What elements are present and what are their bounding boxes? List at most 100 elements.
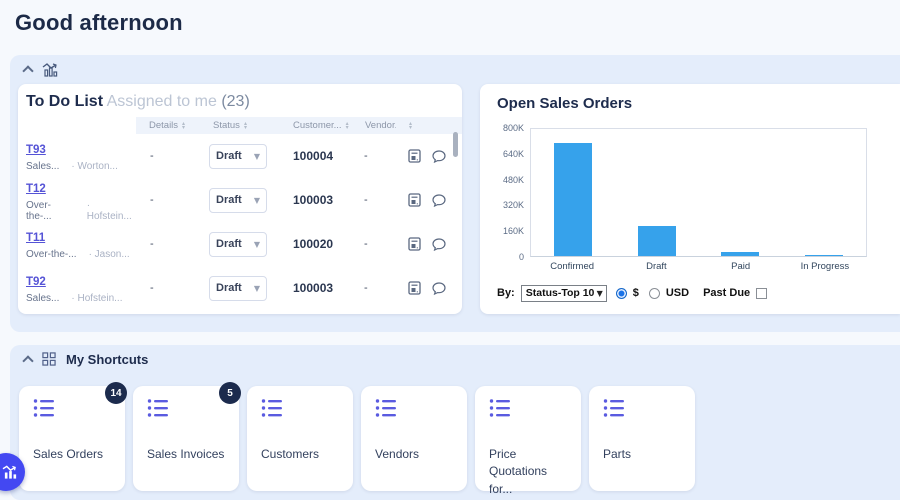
status-select[interactable]: Draft ▼ — [209, 275, 267, 301]
widgets-section-header — [10, 55, 900, 83]
shortcut-card-price-quotations-for[interactable]: Price Quotations for... — [475, 386, 581, 496]
task-subtitle: Over-the-... · Hofstein... — [26, 200, 136, 222]
column-vendor[interactable]: Vendor... — [352, 117, 403, 134]
details-value: - — [150, 238, 154, 250]
shortcut-label: Customers — [261, 447, 320, 461]
todo-scrollbar-thumb[interactable] — [453, 132, 458, 157]
details-value: - — [150, 282, 154, 294]
shortcut-label: Sales Invoices — [147, 447, 225, 461]
bar-slot — [782, 129, 866, 256]
select-dropdown-arrow-icon: ▼ — [596, 288, 603, 298]
task-subtitle: Sales... · Worton... — [26, 161, 136, 172]
x-axis-label: Paid — [731, 261, 751, 272]
shortcuts-section-header: My Shortcuts — [10, 345, 900, 373]
task-type: Over-the-... — [26, 199, 52, 222]
count-badge: 14 — [105, 382, 127, 404]
status-select-value: Draft — [216, 282, 242, 294]
shortcut-card-parts[interactable]: Parts — [589, 386, 695, 491]
sort-icon: ▴ ▾ — [243, 119, 247, 131]
shortcut-label: Sales Orders — [33, 447, 104, 461]
list-icon — [603, 399, 624, 417]
shortcut-card-sales-orders[interactable]: 14 Sales Orders — [19, 382, 127, 491]
task-type: Sales... — [26, 161, 60, 172]
chart-plot-area — [530, 128, 867, 257]
status-select[interactable]: Draft ▼ — [209, 231, 267, 257]
note-icon[interactable] — [408, 149, 421, 163]
chevron-down-icon: ▼ — [253, 239, 260, 249]
collapse-shortcuts-chevron-icon[interactable] — [22, 354, 34, 367]
comment-icon[interactable] — [432, 149, 446, 163]
column-status[interactable]: Status ▴ ▾ — [200, 117, 280, 134]
task-assignee: · Worton... — [71, 161, 118, 172]
todo-title-text: To Do List — [26, 93, 104, 110]
shortcut-label: Price Quotations for... — [489, 447, 548, 496]
row-actions — [396, 237, 462, 251]
sort-icon: ▴ ▾ — [182, 119, 186, 131]
task-id-link[interactable]: T92 — [26, 276, 46, 288]
widgets-section: To Do List Assigned to me (23) Details ▴… — [10, 55, 900, 332]
task-id-link[interactable]: T11 — [26, 232, 46, 244]
task-id-link[interactable]: T12 — [26, 182, 46, 195]
bar-confirmed[interactable] — [553, 142, 592, 256]
todo-rows: T93 Sales... · Worton... - Draft ▼ 10000… — [18, 134, 462, 310]
currency-symbol-label: $ — [632, 287, 639, 299]
task-cell: T11 Over-the-... · Jason... — [18, 228, 136, 260]
task-assignee: · Hofstein... — [86, 199, 132, 222]
shortcut-card-sales-invoices[interactable]: 5 Sales Invoices — [133, 382, 241, 491]
status-select[interactable]: Draft ▼ — [209, 143, 267, 169]
todo-count: (23) — [221, 93, 250, 110]
chevron-down-icon: ▼ — [253, 151, 260, 161]
column-status-label: Status — [213, 120, 240, 131]
column-details[interactable]: Details ▴ ▾ — [136, 117, 200, 134]
x-axis-label: Draft — [646, 261, 667, 272]
todo-row: T12 Over-the-... · Hofstein... - Draft ▼… — [18, 178, 462, 222]
comment-icon[interactable] — [432, 237, 446, 251]
vendor-value: - — [364, 238, 368, 250]
x-axis-label: Confirmed — [550, 261, 595, 272]
currency-code-radio[interactable] — [648, 287, 660, 299]
shortcut-label: Vendors — [375, 447, 420, 461]
note-icon[interactable] — [408, 193, 421, 207]
status-select-value: Draft — [216, 194, 242, 206]
list-icon — [261, 399, 282, 417]
status-select-value: Draft — [216, 150, 242, 162]
bar-draft[interactable] — [637, 225, 676, 256]
customer-value: 100020 — [293, 237, 334, 251]
task-id-link[interactable]: T93 — [26, 144, 46, 156]
comment-icon[interactable] — [432, 193, 446, 207]
shortcut-card-customers[interactable]: Customers — [247, 386, 353, 491]
shortcut-cards: 14 Sales Orders 5 Sales Invoices Customers Ve… — [19, 382, 695, 496]
bar-paid[interactable] — [721, 252, 760, 256]
row-actions — [396, 281, 462, 295]
vendor-value: - — [364, 282, 368, 294]
todo-row: T11 Over-the-... · Jason... - Draft ▼ 10… — [18, 222, 462, 266]
customer-value: 100003 — [293, 193, 334, 207]
x-axis-label: In Progress — [800, 261, 850, 272]
todo-row: T92 Sales... · Hofstein... - Draft ▼ 100… — [18, 266, 462, 310]
status-select-value: Draft — [216, 238, 242, 250]
shortcut-label: Parts — [603, 447, 632, 461]
currency-symbol-radio[interactable] — [615, 287, 627, 299]
list-icon — [375, 399, 396, 417]
status-select[interactable]: Draft ▼ — [209, 187, 267, 213]
shortcut-card-vendors[interactable]: Vendors — [361, 386, 467, 491]
column-actions[interactable]: ▴ ▾ — [396, 117, 462, 134]
chart-x-axis-labels: Confirmed Draft Paid In Progress — [530, 261, 867, 272]
bar-slot — [615, 129, 699, 256]
details-value: - — [150, 150, 154, 162]
note-icon[interactable] — [408, 237, 421, 251]
bar-in-progress[interactable] — [805, 254, 844, 256]
past-due-checkbox[interactable] — [756, 287, 768, 299]
list-icon — [489, 399, 510, 417]
list-icon — [147, 399, 168, 417]
collapse-widgets-chevron-icon[interactable] — [22, 64, 34, 77]
task-cell: T92 Sales... · Hofstein... — [18, 272, 136, 304]
group-by-select[interactable]: Status-Top 10 ▼ — [520, 284, 607, 302]
comment-icon[interactable] — [432, 281, 446, 295]
chart-fab-icon — [2, 464, 16, 479]
chevron-down-icon: ▼ — [253, 283, 260, 293]
column-task — [18, 117, 136, 134]
column-customer[interactable]: Customer... ▴ ▾ — [280, 117, 352, 134]
note-icon[interactable] — [408, 281, 421, 295]
page-greeting: Good afternoon — [15, 10, 183, 35]
